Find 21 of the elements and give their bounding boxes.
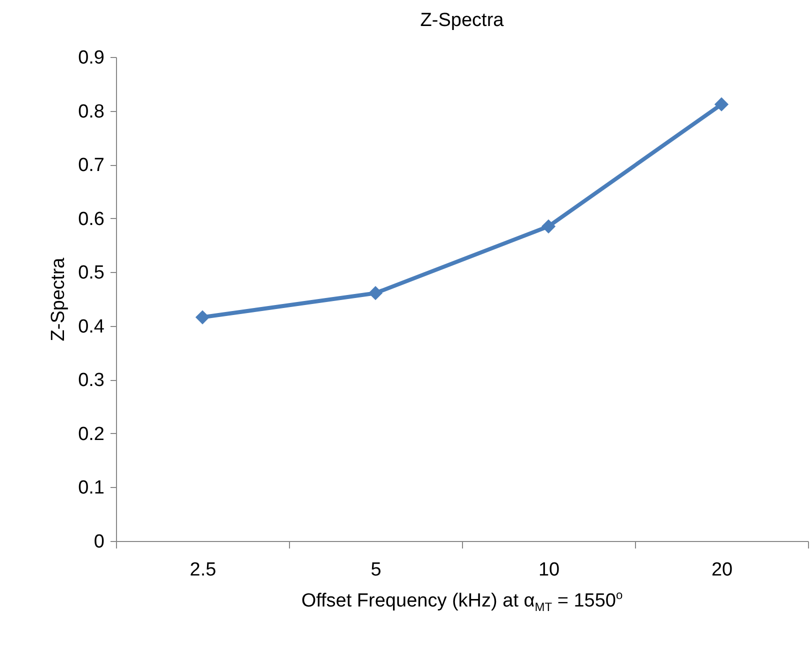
y-tick-label: 0 <box>94 532 104 552</box>
x-tick-label: 20 <box>711 560 733 580</box>
y-tick-label: 0.7 <box>78 155 104 176</box>
y-tick-label: 0.3 <box>78 370 104 392</box>
point <box>714 97 729 112</box>
y-tick-label: 0.8 <box>78 101 104 122</box>
point <box>368 286 383 300</box>
x-tick-label: 10 <box>538 560 560 580</box>
y-tick-label: 0.2 <box>78 424 104 445</box>
y-tick-label: 0.5 <box>78 262 104 284</box>
x-axis-title: Offset Frequency (kHz) at α$_{MT}$ = 1550$^{o}$ <box>300 588 624 614</box>
y-tick-label: 0.1 <box>78 478 104 499</box>
y-tick-label: 0.6 <box>78 208 104 230</box>
x-tick-label: 5 <box>370 560 382 580</box>
point <box>541 219 556 234</box>
y-tick-label: 0.4 <box>78 316 105 338</box>
point <box>195 310 210 324</box>
y-axis-title: Z-Spectra <box>48 257 70 342</box>
y-tick-label: 0.9 <box>78 48 104 68</box>
x-tick-label: 2.5 <box>190 560 216 580</box>
chart-title: Z-Spectra <box>420 10 504 31</box>
